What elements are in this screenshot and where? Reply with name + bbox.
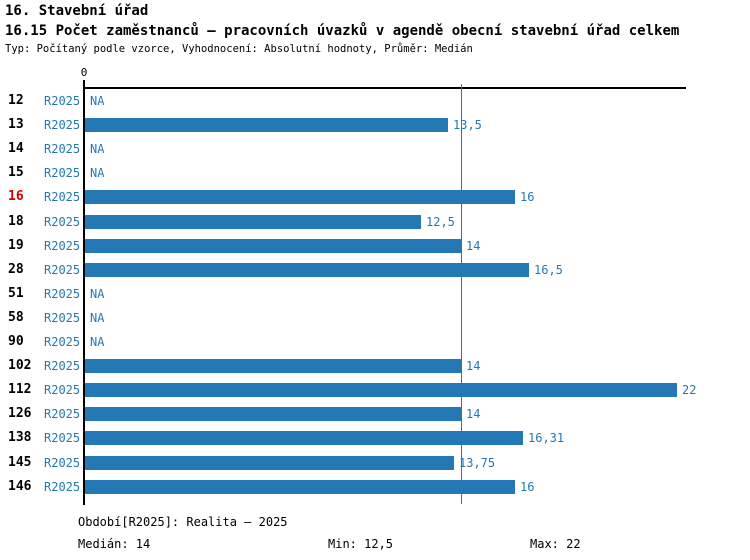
page-title: 16. Stavební úřad — [5, 3, 149, 19]
bar — [85, 214, 421, 229]
chart-row: 15 R2025 NA — [0, 161, 750, 185]
bar-value-label: 14 — [466, 359, 481, 374]
row-period-label: R2025 — [44, 190, 81, 205]
bar — [85, 479, 515, 494]
row-id-label: 15 — [8, 165, 24, 181]
bar-value-label: 16 — [520, 190, 535, 205]
median-line — [461, 84, 462, 504]
chart-row: 58 R2025 NA — [0, 306, 750, 330]
bar-value-label: 22 — [682, 383, 697, 398]
na-value-label: NA — [90, 310, 105, 325]
footer-max: Max: 22 — [530, 537, 581, 551]
bar — [85, 118, 448, 133]
chart-row: 112 R2025 22 — [0, 378, 750, 402]
chart-row: 18 R2025 12,5 — [0, 210, 750, 234]
row-id-label: 58 — [8, 309, 24, 325]
bar-value-label: 16,31 — [528, 431, 565, 446]
chart-row: 90 R2025 NA — [0, 330, 750, 354]
bar-value-label: 13,5 — [453, 118, 482, 133]
row-period-label: R2025 — [44, 407, 81, 422]
bar-value-label: 13,75 — [459, 455, 496, 470]
row-id-label: 18 — [8, 213, 24, 229]
row-id-label: 16 — [8, 189, 24, 205]
chart-meta-line: Typ: Počítaný podle vzorce, Vyhodnocení:… — [5, 43, 473, 55]
chart-row: 28 R2025 16,5 — [0, 258, 750, 282]
na-value-label: NA — [90, 166, 105, 181]
row-id-label: 126 — [8, 406, 32, 422]
row-id-label: 146 — [8, 478, 32, 494]
row-id-label: 28 — [8, 261, 24, 277]
na-value-label: NA — [90, 94, 105, 108]
row-period-label: R2025 — [44, 431, 81, 446]
bar — [85, 407, 461, 422]
bar — [85, 455, 454, 470]
bar — [85, 238, 461, 253]
chart-title: 16.15 Počet zaměstnanců – pracovních úva… — [5, 23, 680, 39]
row-id-label: 90 — [8, 334, 24, 349]
chart-row: 51 R2025 NA — [0, 282, 750, 306]
chart-row: 13 R2025 13,5 — [0, 113, 750, 137]
row-period-label: R2025 — [44, 455, 81, 470]
bar — [85, 190, 515, 205]
y-axis-line — [83, 80, 85, 505]
row-period-label: R2025 — [44, 383, 81, 398]
chart-row: 12 R2025 NA — [0, 89, 750, 113]
row-id-label: 12 — [8, 93, 24, 108]
na-value-label: NA — [90, 142, 105, 157]
row-period-label: R2025 — [44, 262, 81, 277]
row-id-label: 51 — [8, 285, 24, 301]
row-id-label: 138 — [8, 430, 32, 446]
row-period-label: R2025 — [44, 118, 81, 133]
chart-row: 14 R2025 NA — [0, 137, 750, 161]
bar-value-label: 12,5 — [426, 214, 455, 229]
footer-min: Min: 12,5 — [328, 537, 394, 551]
row-id-label: 102 — [8, 358, 32, 374]
bar-value-label: 16 — [520, 479, 535, 494]
na-value-label: NA — [90, 286, 105, 301]
row-period-label: R2025 — [44, 359, 81, 374]
bar-value-label: 14 — [466, 407, 481, 422]
na-value-label: NA — [90, 335, 105, 349]
bar — [85, 431, 523, 446]
row-period-label: R2025 — [44, 310, 81, 325]
chart-row: 138 R2025 16,31 — [0, 426, 750, 450]
chart-row: 126 R2025 14 — [0, 402, 750, 426]
row-id-label: 14 — [8, 141, 24, 157]
row-id-label: 19 — [8, 237, 24, 253]
bar-value-label: 14 — [466, 238, 481, 253]
chart-row: 146 R2025 16 — [0, 475, 750, 499]
row-period-label: R2025 — [44, 479, 81, 494]
chart-row: 102 R2025 14 — [0, 354, 750, 378]
chart-row: 145 R2025 13,75 — [0, 451, 750, 475]
footer-median: Medián: 14 — [78, 537, 151, 551]
bar — [85, 383, 677, 398]
row-period-label: R2025 — [44, 142, 81, 157]
bar — [85, 262, 529, 277]
footer-period-info: Období[R2025]: Realita – 2025 — [78, 515, 288, 529]
row-id-label: 145 — [8, 454, 32, 470]
row-id-label: 13 — [8, 117, 24, 133]
chart-row: 16 R2025 16 — [0, 185, 750, 209]
bar — [85, 359, 461, 374]
axis-zero-label: 0 — [80, 66, 88, 79]
bar-value-label: 16,5 — [534, 262, 563, 277]
row-period-label: R2025 — [44, 94, 81, 108]
chart-row: 19 R2025 14 — [0, 234, 750, 258]
row-id-label: 112 — [8, 382, 32, 398]
row-period-label: R2025 — [44, 214, 81, 229]
row-period-label: R2025 — [44, 166, 81, 181]
row-period-label: R2025 — [44, 238, 81, 253]
row-period-label: R2025 — [44, 335, 81, 349]
row-period-label: R2025 — [44, 286, 81, 301]
plot-top-border — [84, 87, 686, 89]
